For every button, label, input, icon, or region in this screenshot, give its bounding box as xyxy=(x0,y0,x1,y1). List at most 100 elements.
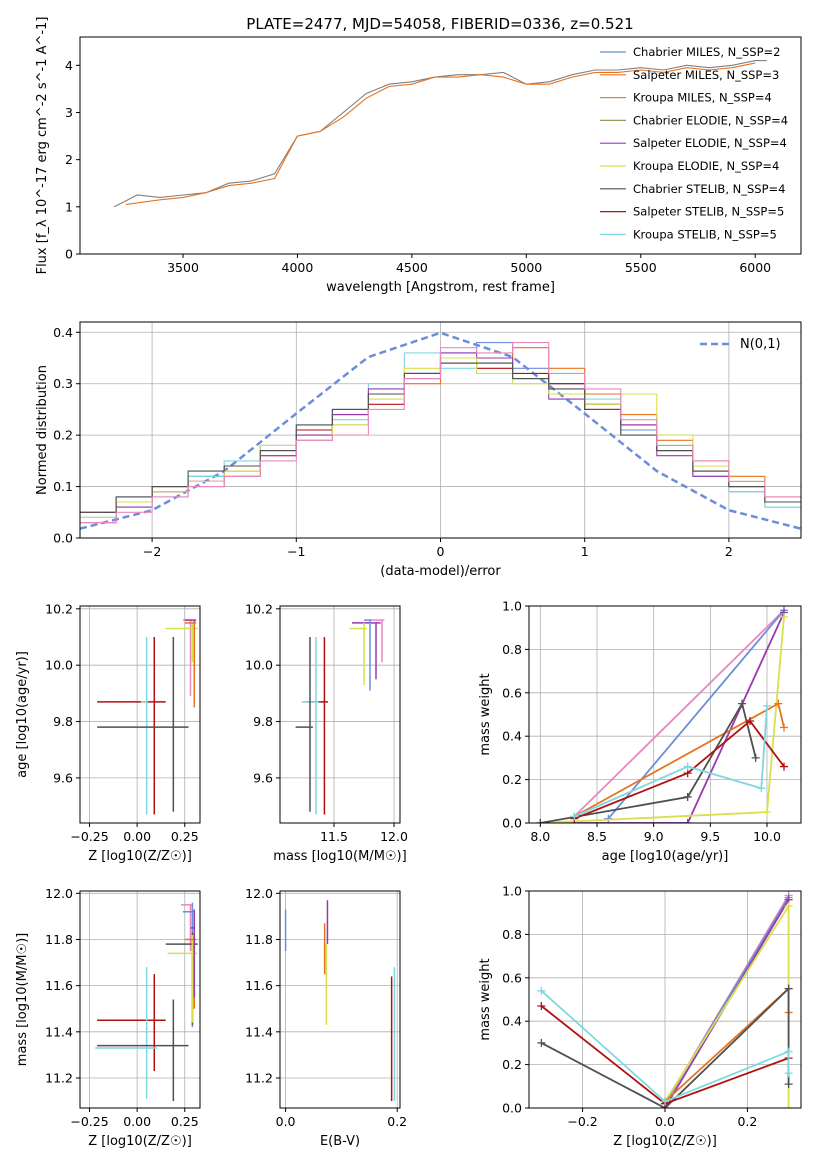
series-line-0 xyxy=(114,60,767,208)
series-line-7 xyxy=(573,705,768,818)
x-tick-label: 9.0 xyxy=(644,829,664,844)
series-point-marker xyxy=(780,762,788,771)
y-tick-label: 10.0 xyxy=(245,658,273,673)
chart-panel-1: −2 −1 0 1 2 0.0 0.1 0.2 0.3 0.4 (data-model)/error… xyxy=(35,321,802,579)
legend-label: Kroupa ELODIE, N_SSP=4 xyxy=(633,159,779,173)
y-tick-label: 11.2 xyxy=(245,1070,273,1085)
y-tick-label: 11.8 xyxy=(45,932,73,947)
series-point-marker xyxy=(784,1080,793,1089)
y-tick-label: 11.4 xyxy=(245,1024,273,1039)
y-tick-label: 3 xyxy=(65,105,73,120)
x-tick-label: 0.25 xyxy=(171,829,199,844)
y-tick-label: 0.8 xyxy=(502,927,522,942)
x-tick-label: 9.5 xyxy=(700,829,720,844)
series-line-6 xyxy=(573,719,785,820)
axes-frame xyxy=(279,890,401,1109)
y-tick-label: 0.4 xyxy=(502,729,522,744)
series-point-marker xyxy=(683,792,692,801)
series-point-marker xyxy=(661,1097,669,1106)
y-tick-label: 10.0 xyxy=(45,658,73,673)
series-point-marker xyxy=(746,717,754,726)
legend-label: Salpeter ELODIE, N_SSP=4 xyxy=(633,136,787,150)
y-tick-label: 0.2 xyxy=(53,428,73,443)
chart-panel-7: −0.2 0.0 0.2 0.0 0.2 0.4 0.6 0.8 1.0 Z [log10(Z/Z… xyxy=(478,884,802,1149)
x-tick-label: −0.25 xyxy=(70,829,108,844)
y-axis-label: Flux [f_λ 10^-17 erg cm^-2 s^-1 A^-1] xyxy=(35,17,50,275)
series-point-marker xyxy=(604,814,613,823)
axes-frame xyxy=(528,605,802,824)
x-tick-label: 4500 xyxy=(396,260,428,275)
x-tick-label: 8.0 xyxy=(530,829,550,844)
y-axis-label: mass weight xyxy=(478,673,493,755)
series-line-2 xyxy=(540,612,785,823)
plot-area xyxy=(114,60,767,208)
y-tick-label: 11.8 xyxy=(245,932,273,947)
plot-area xyxy=(80,331,801,530)
axes-frame xyxy=(79,36,802,255)
legend-label: Chabrier ELODIE, N_SSP=4 xyxy=(633,113,788,127)
y-axis-label: Normed distribution xyxy=(35,365,50,495)
y-tick-label: 9.6 xyxy=(53,770,73,785)
x-tick-label: −0.2 xyxy=(567,1114,597,1129)
x-axis-label: (data-model)/error xyxy=(380,564,501,579)
x-tick-label: 12.0 xyxy=(380,829,408,844)
series-point-marker xyxy=(763,701,771,710)
x-axis-label: Z [log10(Z/Z☉)] xyxy=(88,1134,192,1149)
x-tick-label: 2 xyxy=(725,544,733,559)
y-tick-label: 12.0 xyxy=(45,886,73,901)
y-axis-label: mass weight xyxy=(478,958,493,1040)
series-point-marker xyxy=(784,902,793,911)
y-tick-label: 0.3 xyxy=(53,376,73,391)
legend-label: Salpeter STELIB, N_SSP=5 xyxy=(633,205,784,219)
x-tick-label: −1 xyxy=(287,544,305,559)
series-line-1 xyxy=(607,609,785,820)
x-tick-label: 10.0 xyxy=(753,829,781,844)
x-axis-label: mass [log10(M/M☉)] xyxy=(273,849,406,864)
series-point-marker xyxy=(757,784,766,793)
chart-panel-0: 3500 4000 4500 5000 5500 6000 0 1 2 3 4 wavelength … xyxy=(35,17,802,295)
series-line-1 xyxy=(125,62,756,206)
series-point-marker xyxy=(537,1038,546,1047)
series-line-8 xyxy=(80,342,801,524)
chart-panel-4: 8.0 8.5 9.0 9.5 10.0 0.0 0.2 0.4 0.6 0.8 1.0 age [l… xyxy=(478,599,802,864)
x-tick-label: 3500 xyxy=(167,260,199,275)
x-axis-label: Z [log10(Z/Z☉)] xyxy=(88,849,192,864)
y-tick-label: 0.0 xyxy=(502,1101,522,1116)
series-line-7 xyxy=(540,990,790,1103)
legend-label: Kroupa STELIB, N_SSP=5 xyxy=(633,227,777,241)
y-tick-label: 0.4 xyxy=(502,1014,522,1029)
series-point-marker xyxy=(751,753,760,762)
series-point-marker xyxy=(570,812,579,821)
series-line-0 xyxy=(573,609,785,818)
y-tick-label: 10.2 xyxy=(45,601,73,616)
x-tick-label: −0.25 xyxy=(70,1114,108,1129)
x-axis-label: Z [log10(Z/Z☉)] xyxy=(613,1134,717,1149)
series-line-5 xyxy=(540,701,757,823)
y-tick-label: 9.8 xyxy=(253,714,273,729)
series-point-marker xyxy=(683,819,692,823)
series-point-marker xyxy=(774,699,783,708)
y-axis-label: mass [log10(M/M☉)] xyxy=(15,933,30,1066)
plot-area xyxy=(284,900,396,1102)
x-tick-label: 0.0 xyxy=(276,1114,296,1129)
series-point-marker xyxy=(536,819,545,823)
legend-residual: N(0,1) xyxy=(700,337,781,352)
legend-label: Salpeter MILES, N_SSP=3 xyxy=(633,68,779,82)
x-axis-label: wavelength [Angstrom, rest frame] xyxy=(326,280,555,295)
legend-label: Chabrier MILES, N_SSP=2 xyxy=(633,45,780,59)
x-tick-label: −2 xyxy=(143,544,161,559)
x-tick-label: 6000 xyxy=(739,260,771,275)
x-tick-label: 5500 xyxy=(625,260,657,275)
y-tick-label: 11.2 xyxy=(45,1070,73,1085)
y-tick-label: 11.6 xyxy=(45,978,73,993)
y-axis-label: age [log10(age/yr)] xyxy=(15,651,30,778)
plot-area xyxy=(295,619,385,815)
y-tick-label: 0.4 xyxy=(53,325,73,340)
x-tick-label: 4000 xyxy=(282,260,314,275)
series-point-marker xyxy=(738,699,747,708)
x-tick-label: 0.0 xyxy=(655,1114,675,1129)
y-tick-label: 4 xyxy=(65,58,73,73)
x-tick-label: 0.00 xyxy=(123,1114,151,1129)
legend-label: Chabrier STELIB, N_SSP=4 xyxy=(633,182,785,196)
